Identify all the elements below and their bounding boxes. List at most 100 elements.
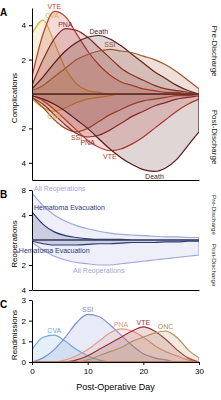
- tick-mark: [29, 321, 32, 322]
- tick: 1: [22, 337, 32, 346]
- series-label: PNA: [80, 139, 95, 146]
- tick-label: 8: [22, 186, 27, 195]
- tick: 4: [22, 211, 32, 220]
- tick-label: 0: [22, 358, 27, 367]
- series-labels: All Reoperations Hematoma Evacuation: [34, 185, 105, 211]
- series-label: Hematoma Evacuation: [19, 247, 90, 254]
- tick-mark: [29, 25, 32, 26]
- plot-area: [32, 11, 199, 94]
- area: [32, 49, 199, 94]
- panel-label: Post-Discharge: [211, 244, 218, 287]
- baseline: [32, 94, 199, 95]
- area: [32, 193, 199, 240]
- tick: 4: [22, 159, 32, 168]
- tick-mark: [199, 362, 200, 365]
- y-axis-title: Readmissions: [10, 310, 19, 360]
- series-labels: CVASSIPNAVTEDeath: [47, 113, 164, 180]
- tick-mark: [29, 163, 32, 164]
- area: [32, 240, 199, 245]
- tick-mark: [29, 265, 32, 266]
- axis-line: [33, 362, 200, 363]
- y-axis: 24: [22, 95, 33, 181]
- tick-mark: [29, 290, 32, 291]
- x-axis-title: Post-Operative Day: [76, 382, 155, 392]
- tick-label: 30: [195, 367, 204, 376]
- area: [32, 327, 199, 362]
- chart-panel: CVASSIPNAVTEONC01230102030CReadmissionsP…: [0, 296, 204, 392]
- x-axis: [33, 180, 200, 181]
- tick-mark: [29, 128, 32, 129]
- tick-label: 0: [30, 367, 35, 376]
- area: [32, 36, 199, 94]
- tick: 2: [22, 317, 32, 326]
- panel-letter: C: [0, 299, 7, 310]
- axis-line: [32, 9, 33, 95]
- chart-panel: CVAVTEPNADeathSSI24Pre-DischargeCVASSIPN…: [0, 3, 219, 180]
- axis-line: [32, 191, 33, 241]
- tick-label: 10: [84, 367, 93, 376]
- axis-line: [32, 95, 33, 181]
- tick-label: 2: [22, 56, 27, 65]
- series-label: SSI: [82, 306, 93, 313]
- area: [32, 11, 199, 94]
- series-label: All Reoperations: [73, 267, 125, 275]
- tick: 4: [22, 21, 32, 30]
- series-label: Death: [145, 173, 164, 180]
- axis-line: [33, 290, 200, 291]
- series-labels: All Reoperations Hematoma Evacuation: [19, 247, 125, 275]
- baseline: [32, 240, 199, 241]
- series-label: CVA: [45, 12, 59, 19]
- tick-label: 4: [22, 286, 27, 295]
- tick-mark: [29, 362, 32, 363]
- plot-area: [32, 193, 199, 240]
- tick-label: 20: [139, 367, 148, 376]
- tick-label: 2: [22, 124, 27, 133]
- tick: 30: [195, 362, 204, 376]
- tick: 3: [22, 296, 32, 305]
- chart-panel: All ReoperationsHematoma Evacuation48Pre…: [0, 185, 218, 295]
- series-label: Hematoma Evacuation: [34, 204, 105, 211]
- tick: 0: [30, 362, 35, 376]
- y-axis: 0 1 2 3: [22, 296, 33, 367]
- area: [32, 331, 199, 362]
- plot-area: [32, 94, 199, 171]
- x-axis: 0 10 20 30: [30, 362, 204, 376]
- area: [32, 212, 199, 240]
- panel-label: Post-Discharge: [210, 110, 219, 165]
- area: [32, 94, 199, 171]
- plot-area: [32, 314, 199, 362]
- panel-letter: B: [0, 189, 7, 200]
- tick: 2: [22, 56, 32, 65]
- tick-mark: [32, 362, 33, 365]
- tick-mark: [29, 341, 32, 342]
- y-axis: 24: [22, 241, 33, 296]
- tick: 10: [84, 362, 93, 376]
- series-labels: CVASSIPNAVTEONC: [47, 306, 173, 334]
- tick-mark: [29, 190, 32, 191]
- tick-mark: [29, 215, 32, 216]
- panel-label: Pre-Discharge: [210, 25, 219, 77]
- series-label: All Reoperations: [34, 185, 86, 193]
- series-label: CVA: [47, 327, 61, 334]
- x-axis: [33, 290, 200, 291]
- axis-line: [33, 180, 200, 181]
- tick-label: 4: [22, 159, 27, 168]
- tick-label: 4: [22, 211, 27, 220]
- y-axis: 24: [22, 9, 33, 95]
- series-label: Death: [89, 28, 108, 35]
- y-axis-title: Reoperations: [10, 220, 19, 268]
- figure: CVAVTEPNADeathSSI24Pre-DischargeCVASSIPN…: [0, 0, 221, 400]
- tick-mark: [29, 300, 32, 301]
- tick-label: 4: [22, 21, 27, 30]
- series-label: VTE: [47, 3, 61, 10]
- area: [32, 314, 199, 362]
- y-axis: 48: [22, 186, 33, 240]
- series-label: CVA: [47, 113, 61, 120]
- series-label: SSI: [104, 41, 115, 48]
- axis-line: [32, 301, 33, 363]
- axis-line: [32, 241, 33, 291]
- series-label: VTE: [137, 319, 151, 326]
- tick-mark: [143, 362, 144, 365]
- tick-mark: [88, 362, 89, 365]
- tick: 2: [22, 261, 32, 270]
